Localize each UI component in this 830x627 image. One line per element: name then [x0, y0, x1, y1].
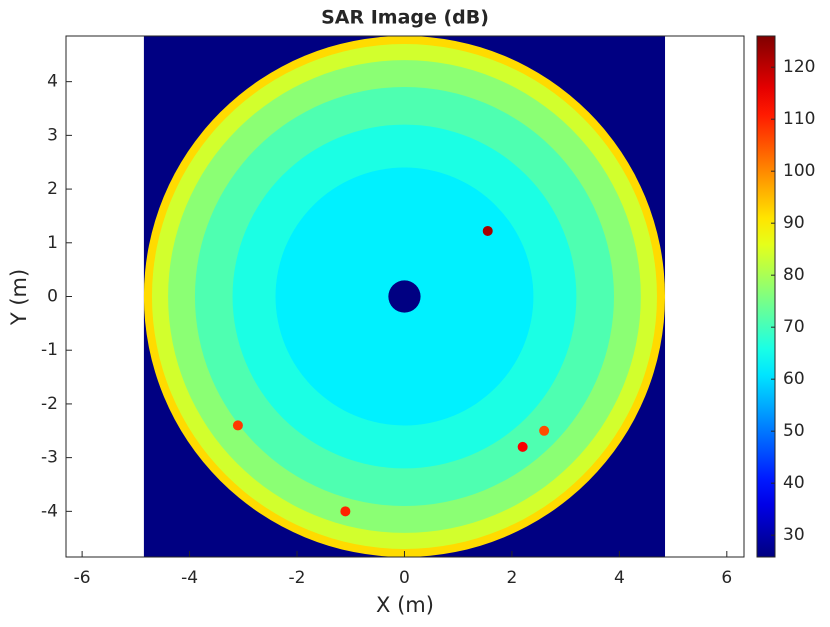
hot-spot	[539, 425, 550, 436]
colorbar-tick-label: 90	[783, 213, 805, 233]
colorbar-tick-label: 100	[783, 161, 815, 181]
colorbar-tick-label: 30	[783, 525, 805, 545]
colorbar-tick-label: 60	[783, 369, 805, 389]
y-tick-label: 0	[47, 287, 58, 307]
y-tick-label: 1	[47, 233, 58, 253]
colorbar-tick-label: 80	[783, 265, 805, 285]
colorbar-tick-label: 110	[783, 109, 815, 129]
x-tick-label: 4	[614, 568, 625, 588]
y-tick-label: -1	[41, 340, 58, 360]
x-tick-label: 6	[721, 568, 732, 588]
colorbar-tick-label: 40	[783, 473, 805, 493]
x-tick-label: 2	[506, 568, 517, 588]
hot-spot	[232, 420, 243, 431]
y-tick-label: 4	[47, 72, 58, 92]
ring	[388, 280, 421, 313]
y-tick-label: -4	[41, 501, 58, 521]
x-tick-label: -4	[181, 568, 198, 588]
hot-spot	[340, 506, 351, 517]
plot-area	[143, 36, 666, 557]
x-tick-label: -2	[289, 568, 306, 588]
x-axis-label: X (m)	[376, 593, 434, 617]
hot-spot	[517, 441, 528, 452]
hot-spot	[482, 225, 493, 236]
colorbar-tick-label: 70	[783, 317, 805, 337]
y-tick-label: 3	[47, 125, 58, 145]
y-axis-label: Y (m)	[7, 269, 31, 326]
chart-title: SAR Image (dB)	[321, 7, 489, 29]
y-tick-label: 2	[47, 179, 58, 199]
y-tick-label: -2	[41, 394, 58, 414]
colorbar-tick-label: 50	[783, 421, 805, 441]
x-tick-label: -6	[74, 568, 91, 588]
y-tick-label: -3	[41, 448, 58, 468]
colorbar	[756, 35, 776, 558]
x-tick-label: 0	[399, 568, 410, 588]
colorbar-tick-label: 120	[783, 57, 815, 77]
